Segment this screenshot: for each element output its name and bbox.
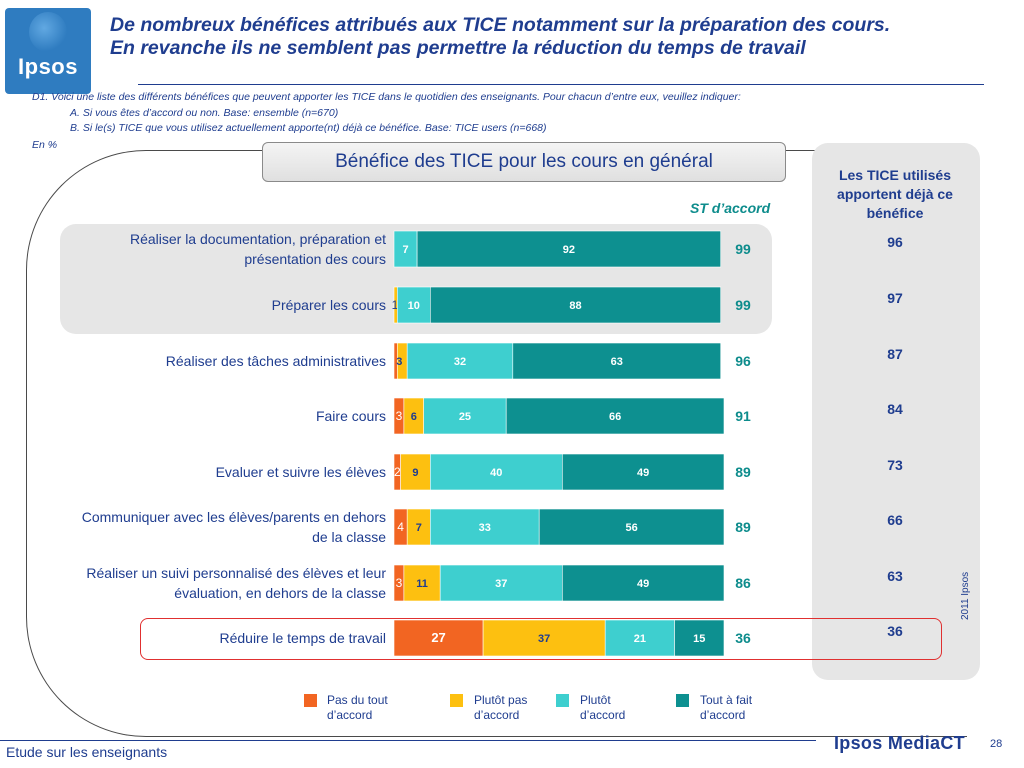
page-title: De nombreux bénéfices attribués aux TICE… [110,14,1020,60]
unit-label: En % [32,139,58,151]
st-accord-label: ST d’accord [690,200,771,216]
legend-pas-du-tout: Pas du tout d’accord [327,693,388,722]
title-line-2: En revanche ils ne semblent pas permettr… [110,37,806,59]
title-divider [138,84,984,85]
legend-swatch-tout-a-fait [676,694,689,707]
ipsos-logo: Ipsos [5,8,91,94]
logo-text: Ipsos [18,54,78,79]
legend-swatch-plutot-pas [450,694,463,707]
ipsos-mediact-logo: Ipsos MediaCT [834,733,965,753]
top-highlight [60,224,772,334]
question-text: D1. Voici une liste des différents bénéf… [32,90,741,137]
legend-swatch-plutot [556,694,569,707]
footer-study: Etude sur les enseignants [6,744,168,760]
benefit-panel [812,143,980,680]
page-number: 28 [990,738,1003,750]
logo-face-icon [29,12,67,52]
title-line-1: De nombreux bénéfices attribués aux TICE… [110,14,891,36]
chart-title: Bénéfice des TICE pour les cours en géné… [262,142,786,182]
benefit-panel-title: Les TICE utilisés apportent déjà ce béné… [837,167,953,221]
question-line-2: A. Si vous êtes d’accord ou non. Base: e… [70,106,339,119]
legend-swatch-pas-du-tout [304,694,317,707]
copyright-year: 2011 Ipsos [960,571,971,620]
highlight-red-box [140,618,942,660]
question-line-1: D1. Voici une liste des différents bénéf… [32,91,741,103]
legend-plutot-pas: Plutôt pas d’accord [474,693,528,722]
legend-plutot: Plutôt d’accord [580,693,626,722]
footer-divider [0,740,816,741]
question-line-3: B. Si le(s) TICE que vous utilisez actue… [70,122,547,134]
legend-tout-a-fait: Tout à fait d’accord [700,693,753,722]
